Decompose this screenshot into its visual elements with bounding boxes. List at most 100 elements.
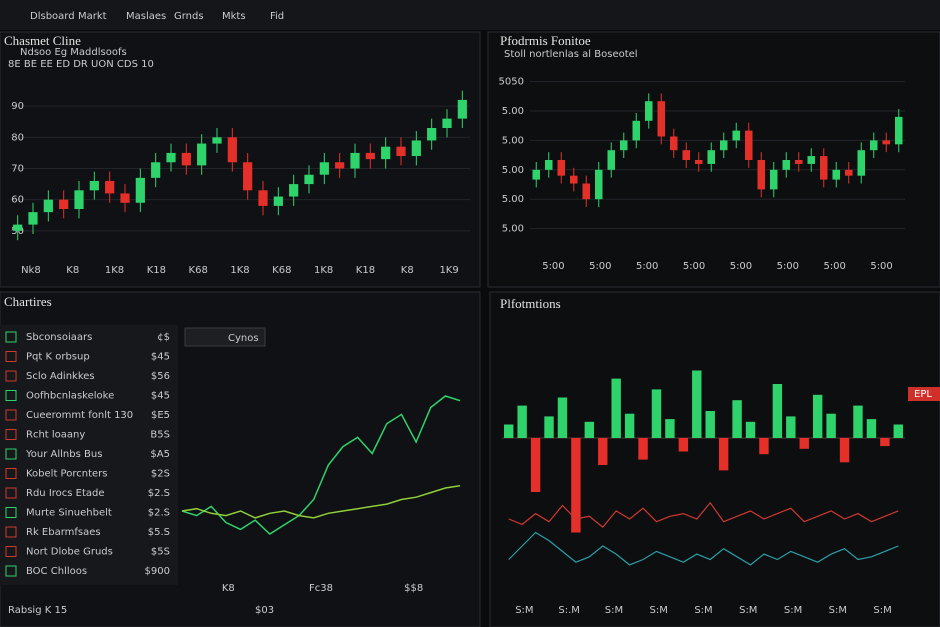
candle-body <box>151 162 161 178</box>
row-name[interactable]: Rcht loaany <box>26 430 85 441</box>
row-name[interactable]: Nort Dlobe Gruds <box>26 547 113 558</box>
menu-item[interactable]: Markt <box>78 11 107 22</box>
menu-item[interactable]: Dlsboard <box>30 11 75 22</box>
row-icon <box>5 390 17 401</box>
row-name[interactable]: Rdu Irocs Etade <box>26 488 105 499</box>
x-tick-label: 5:00 <box>870 261 892 272</box>
menu-item[interactable]: Fid <box>270 11 284 22</box>
candle-body <box>595 169 603 200</box>
candle-body <box>682 150 690 160</box>
row-name[interactable]: Pqt K orbsup <box>26 352 90 363</box>
panel <box>489 291 940 627</box>
row-icon <box>5 409 17 421</box>
candle-body <box>350 152 360 169</box>
candle-body <box>882 140 890 145</box>
candle-body <box>59 199 69 210</box>
x-tick-label: K68 <box>272 265 291 276</box>
bar <box>598 438 608 465</box>
row-name[interactable]: Murte Sinuehbelt <box>26 508 112 519</box>
y-tick-label: 5.00 <box>502 194 524 205</box>
row-value: B5S <box>150 430 170 441</box>
row-icon <box>5 448 17 460</box>
candle-body <box>757 160 765 190</box>
candle-body <box>782 160 790 170</box>
row-name[interactable]: Cueerommt fonlt 130 <box>26 410 133 421</box>
bar <box>517 405 527 438</box>
candle-body <box>381 146 391 160</box>
candle-body <box>335 162 345 169</box>
x-tick-label: 1K8 <box>314 265 333 276</box>
x-tick-label: K8 <box>222 583 235 594</box>
row-icon <box>5 468 17 479</box>
bar <box>812 394 823 438</box>
panel-title: Chasmet Cline <box>4 33 81 48</box>
x-tick-label: S:M <box>694 605 712 616</box>
candle-body <box>570 175 578 184</box>
x-tick-label: 5:00 <box>777 261 799 272</box>
menu-item[interactable]: Mkts <box>222 11 246 22</box>
row-value: $56 <box>151 371 170 382</box>
candle-body <box>895 116 903 145</box>
candle-body <box>243 162 253 191</box>
x-tick-label: S:M <box>515 605 533 616</box>
row-name[interactable]: BOC Chlloos <box>26 566 87 577</box>
row-value: $5S <box>151 547 170 558</box>
candle-body <box>427 127 437 141</box>
candle-body <box>411 140 421 157</box>
row-value: $45 <box>151 352 170 363</box>
bar <box>772 384 783 438</box>
price-tag-text: EPL <box>914 389 932 400</box>
row-name[interactable]: Oofhbcnlaskeloke <box>26 391 114 402</box>
candle-body <box>289 184 299 197</box>
bar <box>678 438 689 452</box>
bar <box>745 421 756 438</box>
footer-text: Rabsig K 15 <box>8 605 67 616</box>
row-value: $2.S <box>148 508 170 519</box>
y-tick-label: 5.00 <box>502 165 524 176</box>
row-value: $900 <box>145 566 170 577</box>
x-tick-label: S:M <box>784 605 802 616</box>
bar <box>651 389 662 438</box>
y-tick-label: 70 <box>11 164 24 175</box>
menu-item[interactable]: Grnds <box>174 11 204 22</box>
price-line <box>181 395 461 535</box>
candle-body <box>795 160 803 164</box>
panel-subtitle: Ndsoo Eg Maddlsoofs <box>20 47 127 58</box>
row-name[interactable]: Sbconsoiaars <box>26 332 92 343</box>
candle-body <box>845 169 853 176</box>
row-icon <box>5 331 17 343</box>
row-name[interactable]: Kobelt Porcnters <box>26 469 107 480</box>
candle-body <box>13 224 23 231</box>
menu-item[interactable]: Maslaes <box>126 11 166 22</box>
panel-subtitle: Stoll nortlenlas al Boseotel <box>504 49 638 60</box>
candle-body <box>745 130 753 160</box>
candle-body <box>645 101 653 121</box>
bar <box>557 397 568 438</box>
indicator-line <box>508 531 899 566</box>
row-name[interactable]: Rk Ebarmfsaes <box>26 527 101 538</box>
row-name[interactable]: Sclo Adinkkes <box>26 371 95 382</box>
row-icon <box>5 565 17 577</box>
x-tick-label: K68 <box>189 265 208 276</box>
candle-body <box>557 160 565 176</box>
x-tick-label: 5:00 <box>636 261 658 272</box>
row-icon <box>5 429 17 440</box>
row-value: $2S <box>151 469 170 480</box>
x-tick-label: $$8 <box>404 583 423 594</box>
bar <box>571 438 581 533</box>
x-tick-label: 5:00 <box>589 261 611 272</box>
row-icon <box>5 507 17 518</box>
row-name[interactable]: Your Allnbs Bus <box>25 449 102 460</box>
candle-body <box>273 196 283 206</box>
x-tick-label: Nk8 <box>21 265 41 276</box>
bar <box>530 438 541 492</box>
x-tick-label: 5:00 <box>823 261 845 272</box>
candle-body <box>120 193 130 203</box>
search-box[interactable] <box>184 327 266 347</box>
x-tick-label: 5:00 <box>542 261 564 272</box>
candle-body <box>657 101 665 137</box>
bar <box>718 438 729 471</box>
bar <box>692 370 702 438</box>
candle-body <box>870 140 878 151</box>
